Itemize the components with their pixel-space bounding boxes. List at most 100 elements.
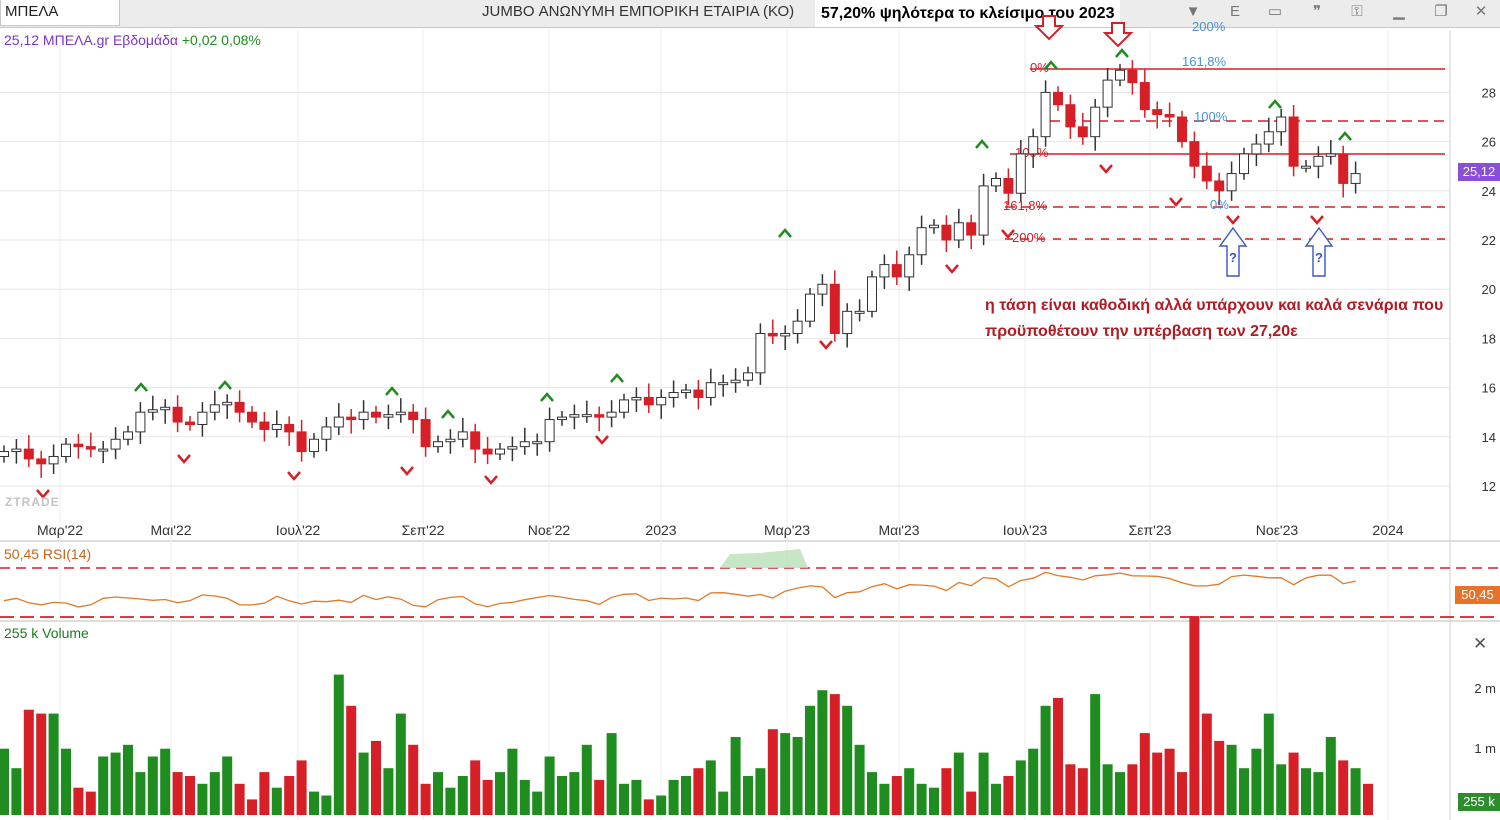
rsi-label[interactable]: 50,45 RSI(14) (4, 546, 92, 562)
rsi-value-badge: 50,45 (1455, 586, 1500, 604)
candle-body (1325, 153, 1336, 157)
volume-bar (1288, 752, 1299, 815)
candle-body (358, 411, 369, 421)
question-mark-label: ? (1315, 250, 1323, 265)
comment-icon[interactable]: ❞ (1312, 3, 1322, 20)
x-tick-label: Μαι'22 (150, 522, 191, 538)
restore-icon[interactable]: ❐ (1434, 3, 1448, 20)
candle-body (792, 320, 803, 334)
buy-signal-icon (134, 382, 148, 392)
volume-bar (867, 772, 877, 815)
candle-body (1164, 114, 1175, 118)
peak-arrow-icon (1033, 15, 1065, 41)
chevron-down-icon[interactable]: ▼ (1185, 3, 1201, 20)
volume-bar (36, 713, 47, 815)
volume-bar (1363, 783, 1373, 815)
candle-body (420, 419, 431, 448)
layout-icon[interactable]: ▭ (1267, 3, 1283, 20)
top-toolbar: ΜΠΕΛΑ JUMBO ΑΝΩΝΥΜΗ ΕΜΠΟΡΙΚΗ ΕΤΑΙΡΙΑ (ΚΟ… (0, 0, 1500, 28)
sell-signal-icon (945, 264, 959, 274)
candle-body (185, 421, 195, 426)
price-change: +0,02 0,08% (181, 32, 261, 48)
candle-body (1102, 79, 1113, 108)
volume-bar (11, 768, 22, 815)
candle-body (470, 431, 481, 450)
sell-signal-icon (287, 471, 301, 481)
candle-body (333, 416, 344, 428)
volume-bar (371, 740, 381, 815)
candle-body (904, 254, 915, 278)
sell-signal-icon (595, 435, 609, 445)
buy-signal-icon (1338, 131, 1352, 141)
candle-body (11, 448, 22, 453)
volume-bar (234, 783, 245, 815)
peak-arrow-icon (1102, 22, 1134, 48)
sell-signal-icon (36, 489, 50, 499)
candle-body (1313, 155, 1324, 167)
candle-body (619, 399, 629, 413)
volume-bar (668, 779, 679, 815)
candle-body (805, 293, 815, 322)
volume-bar (309, 791, 319, 815)
y-tick-label: 24 (1482, 184, 1496, 199)
volume-bar (929, 787, 939, 815)
close-icon[interactable]: ✕ (1474, 3, 1488, 20)
volume-bar (147, 756, 158, 815)
volume-bar (854, 744, 865, 815)
grid (0, 30, 1500, 820)
candle-body (569, 414, 580, 418)
candle-body (544, 419, 555, 443)
volume-bar (544, 756, 555, 815)
sell-signal-icon (1226, 215, 1240, 225)
rsi-overbought-fill (720, 549, 808, 568)
volume-bar (383, 768, 394, 815)
candle-body (817, 283, 828, 295)
candle-body (557, 416, 567, 421)
minimize-icon[interactable]: ▁ (1393, 3, 1405, 20)
volume-bar (1201, 713, 1212, 815)
close-panel-icon[interactable]: ✕ (1473, 634, 1488, 653)
candle-body (1090, 106, 1101, 138)
volume-bar (495, 772, 505, 815)
candle-body (916, 227, 927, 256)
volume-label[interactable]: 255 k Volume (4, 625, 89, 641)
x-tick-label: Μαρ'23 (764, 522, 810, 538)
volume-bar (743, 776, 753, 815)
candle-body (1053, 91, 1063, 106)
candle-body (371, 411, 381, 418)
candle-body (36, 458, 47, 465)
lock-icon[interactable]: ⚿ (1351, 3, 1363, 20)
candle-body (383, 414, 394, 418)
candle-body (966, 222, 977, 236)
candle-body (1201, 165, 1212, 182)
volume-bar (941, 768, 952, 815)
volume-bar (395, 713, 406, 815)
x-tick-label: 2023 (645, 522, 676, 538)
volume-tick-label: 2 m (1474, 681, 1496, 696)
e-button[interactable]: E (1229, 3, 1240, 20)
candle-body (197, 411, 208, 426)
candle-body (1350, 173, 1361, 184)
candle-body (581, 414, 592, 418)
candle-body (718, 382, 729, 386)
analysis-comment: η τάση είναι καθοδική αλλά υπάρχουν και … (985, 297, 1444, 340)
volume-bar (1053, 698, 1063, 815)
volume-bar (185, 776, 195, 815)
candle-body (656, 396, 667, 406)
symbol-tab[interactable]: ΜΠΕΛΑ (0, 0, 120, 26)
x-tick-label: Νοε'23 (1256, 522, 1299, 538)
buy-signal-icon (540, 392, 554, 402)
candle-body (85, 446, 96, 450)
volume-bar (1263, 713, 1274, 815)
candle-body (953, 222, 964, 241)
signal-markers: ?? (36, 15, 1352, 499)
question-arrow-icon (1304, 226, 1334, 277)
candle-body (929, 224, 939, 229)
candle-body (867, 276, 877, 312)
candle-body (110, 438, 121, 450)
candle-body (631, 396, 642, 401)
candle-body (743, 372, 753, 381)
volume-bar (507, 748, 518, 815)
y-tick-label: 22 (1482, 233, 1496, 248)
